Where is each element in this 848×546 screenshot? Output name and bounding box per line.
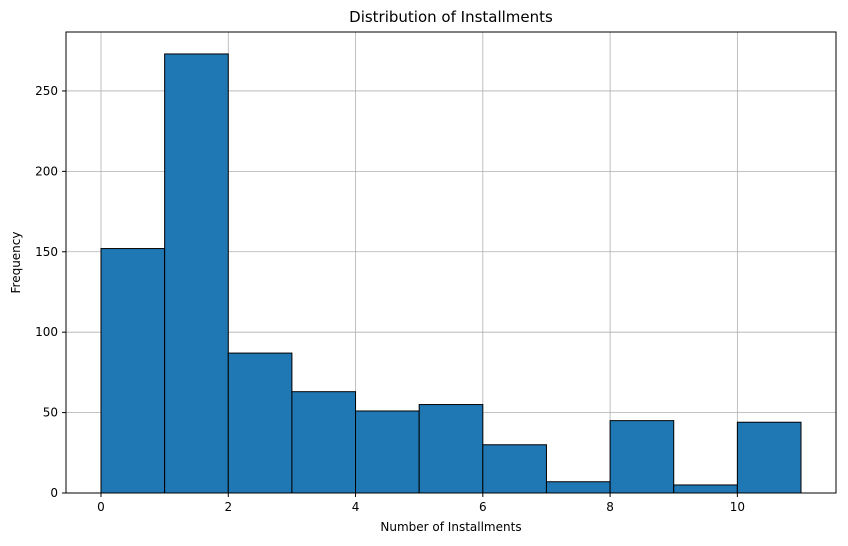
histogram-bar xyxy=(227,352,293,494)
x-axis-label: Number of Installments xyxy=(380,520,521,534)
y-axis-label: Frequency xyxy=(9,232,23,294)
x-tick-label: 8 xyxy=(606,500,614,514)
y-tick-label: 250 xyxy=(35,84,58,98)
chart-title: Distribution of Installments xyxy=(349,8,553,26)
x-tick-label: 6 xyxy=(479,500,487,514)
histogram-bar xyxy=(355,410,420,494)
histogram-bar xyxy=(545,481,611,494)
x-tick-label: 0 xyxy=(97,500,105,514)
histogram-bar xyxy=(291,391,357,494)
y-tick-label: 200 xyxy=(35,164,58,178)
histogram-bar xyxy=(482,444,547,494)
x-tick-label: 4 xyxy=(352,500,360,514)
histogram-bar xyxy=(164,53,229,494)
y-tick-label: 100 xyxy=(35,325,58,339)
y-tick-label: 150 xyxy=(35,245,58,259)
axes-frame xyxy=(65,31,837,494)
histogram-bar xyxy=(100,248,166,494)
y-tick-label: 50 xyxy=(43,406,58,420)
histogram-bar xyxy=(673,484,738,494)
x-tick-label: 10 xyxy=(730,500,745,514)
histogram-bar xyxy=(418,404,484,494)
histogram-bar xyxy=(736,421,802,494)
histogram-bar xyxy=(609,420,675,494)
y-tick-label: 0 xyxy=(50,486,58,500)
histogram-bars xyxy=(100,53,802,494)
x-tick-label: 2 xyxy=(224,500,232,514)
